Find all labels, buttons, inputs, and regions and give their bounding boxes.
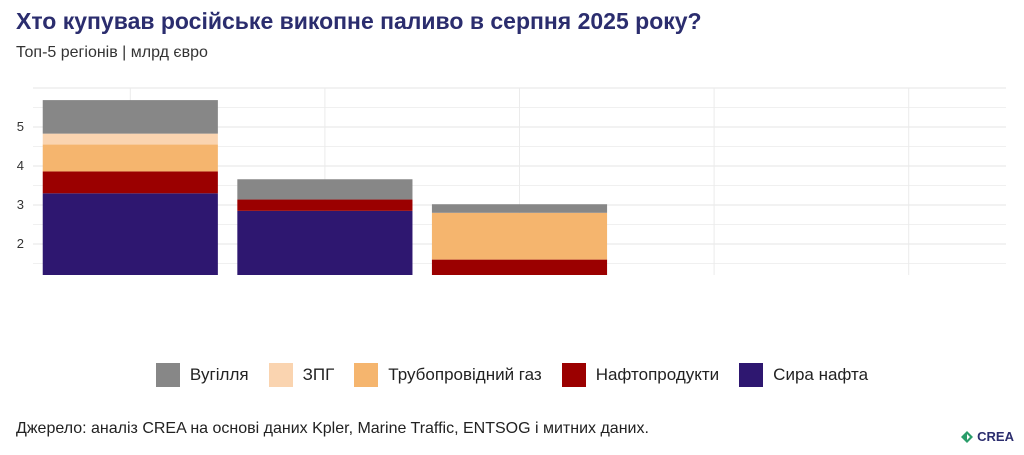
legend-label: Вугілля (189, 365, 249, 384)
legend-item: Вугілля (155, 363, 249, 387)
y-tick-label: 4 (17, 158, 24, 173)
legend-swatch (354, 363, 379, 387)
bar-segment (431, 212, 608, 260)
legend-item: Сира нафта (739, 363, 868, 387)
bar-segment (237, 179, 413, 200)
y-tick-label: 3 (17, 197, 24, 212)
legend-swatch (155, 363, 180, 387)
legend-swatch (268, 363, 293, 387)
crea-logo: CREA (960, 429, 1014, 444)
chart-legend: Вугілля ЗПГ Трубопровідний газ Нафтопродукт… (0, 363, 1024, 387)
legend-swatch (739, 363, 764, 387)
legend-item: Трубопровідний газ (354, 363, 542, 387)
bar-segment (42, 100, 218, 134)
legend-label: Трубопровідний газ (388, 365, 542, 384)
bar-segment (42, 193, 218, 275)
bar-segment (42, 171, 218, 194)
bar-segment (42, 133, 218, 145)
source-note: Джерело: аналіз CREA на основі даних Kpl… (16, 420, 649, 437)
bar-segment (42, 144, 218, 172)
crea-logo-icon (961, 430, 974, 443)
legend-label: ЗПГ (302, 365, 335, 384)
bar-segment (237, 210, 413, 275)
stacked-bar-chart: 012345КитайІндіяТуреччинаЄСПівденна Коре… (17, 87, 1006, 275)
bar-segment (431, 259, 608, 275)
chart-title: Хто купував російське викопне паливо в с… (16, 8, 702, 34)
legend-item: Нафтопродукти (561, 363, 720, 387)
y-tick-label: 5 (17, 119, 24, 134)
legend-label: Сира нафта (773, 365, 869, 384)
legend-item: ЗПГ (268, 363, 335, 387)
bar-segment (431, 204, 608, 213)
y-tick-label: 2 (17, 236, 24, 251)
chart-subtitle: Топ-5 регіонів | млрд євро (16, 44, 208, 61)
legend-swatch (561, 363, 586, 387)
legend-label: Нафтопродукти (595, 365, 720, 384)
bar-segment (237, 199, 413, 211)
crea-logo-text: CREA (977, 429, 1014, 444)
